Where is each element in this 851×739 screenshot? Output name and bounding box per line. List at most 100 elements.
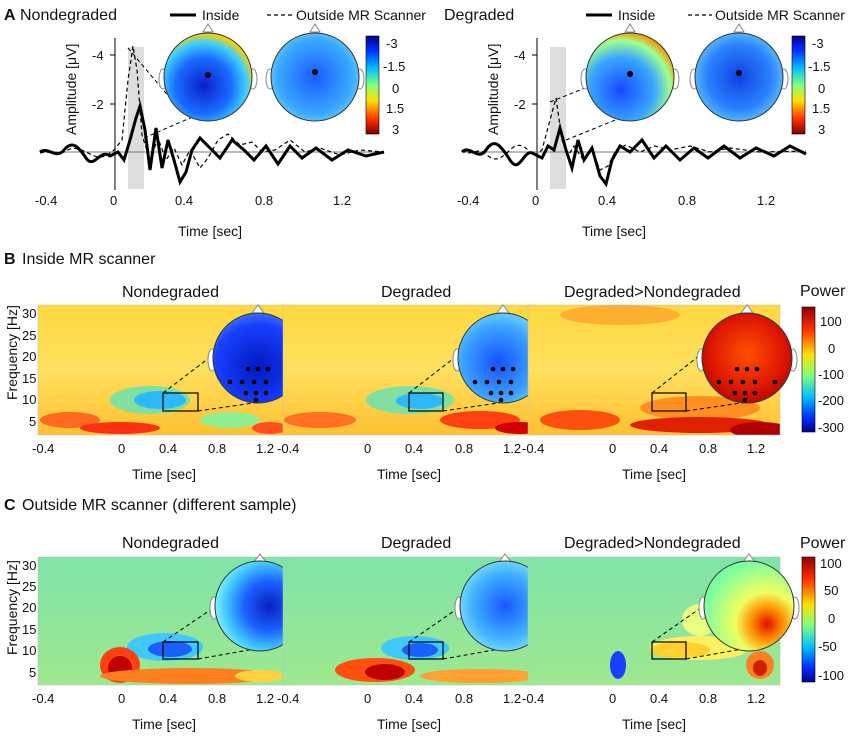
xticks-b3: -0.4 0 0.4 0.8 1.2 Time [sec] <box>522 441 765 482</box>
topomap-a-nondegraded-inside <box>158 23 258 122</box>
roi-box <box>651 641 687 660</box>
cbar-tick: -3 <box>386 36 398 51</box>
cbar-tick: -1.5 <box>808 59 830 74</box>
legend-inside-label: Inside <box>618 7 656 23</box>
x-axis-label: Time [sec] <box>178 223 242 239</box>
xtick: 0 <box>118 691 125 706</box>
subplot-title: Degraded>Nondegraded <box>564 284 741 301</box>
xtick: -0.4 <box>277 441 299 456</box>
xtick: -0.4 <box>35 193 57 208</box>
cbar-tick: 3 <box>818 122 825 137</box>
roi-box <box>162 641 199 660</box>
xtick: 1.2 <box>256 441 274 456</box>
colorbar-c: Power 100 50 0 -50 -100 <box>800 535 846 683</box>
roi-box <box>408 392 444 412</box>
ytick: 5 <box>29 414 36 429</box>
xtick: 1.2 <box>747 691 765 706</box>
xtick: 0.8 <box>255 193 273 208</box>
ytick: 25 <box>22 328 36 343</box>
roi-box <box>162 392 199 412</box>
cbar-tick: 100 <box>820 556 842 571</box>
ytick: 10 <box>22 643 36 658</box>
legend-outside-label: Outside MR Scanner <box>715 7 845 23</box>
xtick: 0.8 <box>208 691 226 706</box>
xtick: 0.8 <box>699 691 717 706</box>
colorbar-a-left: -3 -1.5 0 1.5 3 <box>365 35 405 137</box>
topomap-a-nondegraded-outside <box>265 23 365 122</box>
cbar-tick: 50 <box>824 583 838 598</box>
xtick: -0.4 <box>457 193 479 208</box>
xtick: -0.4 <box>522 441 544 456</box>
ytick: -4 <box>92 48 104 63</box>
subplot-title: Nondegraded <box>122 535 219 552</box>
colorbar-title: Power <box>800 535 846 552</box>
cbar-tick: 0 <box>392 81 399 96</box>
xticks-c2: -0.4 0 0.4 0.8 1.2 Time [sec] <box>277 691 521 732</box>
x-axis-label: Time [sec] <box>377 716 441 732</box>
subplot-title: Degraded>Nondegraded <box>564 535 741 552</box>
xtick: -0.4 <box>277 691 299 706</box>
cbar-tick: 0 <box>828 341 835 356</box>
xtick: 0.8 <box>208 441 226 456</box>
xtick: 0 <box>609 691 616 706</box>
cbar-tick: 1.5 <box>386 101 404 116</box>
xtick: 0 <box>118 441 125 456</box>
cbar-tick: -1.5 <box>383 59 405 74</box>
xtick: 0 <box>110 193 117 208</box>
subplot-title: Degraded <box>381 284 451 301</box>
panel-b-letter: B <box>4 251 16 268</box>
x-axis-label: Time [sec] <box>132 466 196 482</box>
cbar-tick: -100 <box>818 668 844 683</box>
erp-plot-right: -4 -2 -0.4 0 0.4 0.8 1.2 Time [sec] <box>457 38 807 239</box>
xtick: 0.8 <box>455 691 473 706</box>
legend-left: Inside Outside MR Scanner <box>170 7 426 23</box>
xtick: 0.8 <box>678 193 696 208</box>
xtick: 0.4 <box>598 193 616 208</box>
y-axis-label: Frequency [Hz] <box>4 560 20 655</box>
topomap-c-difference <box>698 553 800 652</box>
ytick: 20 <box>22 349 36 364</box>
panel-c-letter: C <box>4 497 16 514</box>
ytick: 15 <box>22 622 36 637</box>
cbar-tick: 100 <box>820 314 842 329</box>
xtick: 0.8 <box>455 441 473 456</box>
cbar-tick: 3 <box>392 122 399 137</box>
topomap-a-degraded-outside <box>689 23 789 122</box>
cbar-tick: -50 <box>818 639 837 654</box>
xtick: 0.4 <box>159 691 177 706</box>
cbar-tick: 0 <box>818 81 825 96</box>
yticks-c: 30 25 20 15 10 5 <box>22 558 36 680</box>
xtick: 0 <box>609 441 616 456</box>
xtick: 0.4 <box>159 441 177 456</box>
legend-inside-label: Inside <box>202 7 240 23</box>
ytick: 15 <box>22 371 36 386</box>
yticks-b: 30 25 20 15 10 5 <box>22 306 36 429</box>
xticks-b2: -0.4 0 0.4 0.8 1.2 Time [sec] <box>277 441 521 482</box>
x-axis-label: Time [sec] <box>622 716 686 732</box>
xticks-c3: -0.4 0 0.4 0.8 1.2 Time [sec] <box>522 691 765 732</box>
y-axis-label: Amplitude [μV] <box>485 44 501 135</box>
xtick: -0.4 <box>32 691 54 706</box>
ytick: 5 <box>29 665 36 680</box>
roi-box <box>651 392 687 412</box>
xtick: 1.2 <box>503 691 521 706</box>
panel-c-title: Outside MR scanner (different sample) <box>22 497 296 514</box>
colorbar-title: Power <box>800 283 846 300</box>
xticks-b1: -0.4 0 0.4 0.8 1.2 Time [sec] <box>32 441 274 482</box>
cbar-tick: 1.5 <box>812 101 830 116</box>
panel-b-title: Inside MR scanner <box>22 251 156 268</box>
xtick: 0.8 <box>699 441 717 456</box>
subplot-title: Degraded <box>381 535 451 552</box>
legend-outside-label: Outside MR Scanner <box>296 7 426 23</box>
ytick: 20 <box>22 600 36 615</box>
panel-a-left-title: Nondegraded <box>20 7 117 24</box>
xtick: -0.4 <box>32 441 54 456</box>
erp-inside-trace <box>39 100 385 186</box>
subplot-title: Nondegraded <box>122 284 219 301</box>
cbar-tick: -3 <box>812 36 824 51</box>
y-axis-label: Amplitude [μV] <box>63 44 79 135</box>
ytick: 10 <box>22 392 36 407</box>
xtick: 0.4 <box>405 691 423 706</box>
roi-box <box>408 641 444 660</box>
xtick: 0.4 <box>175 193 193 208</box>
